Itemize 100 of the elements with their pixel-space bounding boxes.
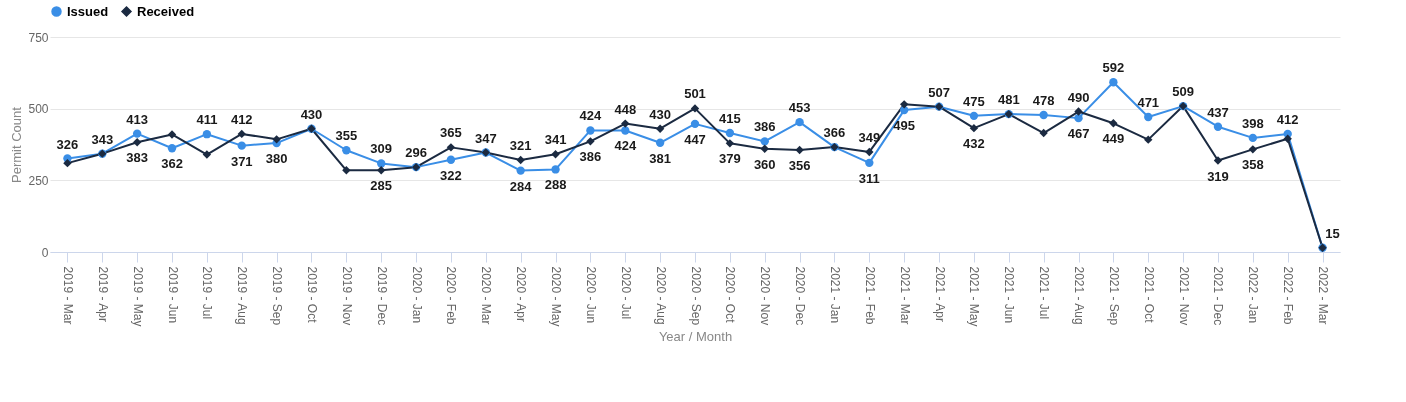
x-tick-label: 2019 - Aug (235, 266, 250, 325)
data-label: 362 (161, 156, 183, 172)
data-label: 411 (196, 112, 218, 128)
x-axis-title: Year / Month (658, 328, 733, 344)
data-label: 432 (963, 136, 985, 152)
data-label: 495 (893, 118, 916, 134)
data-label: 360 (753, 156, 776, 172)
x-tick-label: 2020 - Dec (793, 266, 808, 326)
x-tick-label: 2021 - Jul (1037, 266, 1052, 320)
x-tick-label: 2019 - Jun (165, 266, 180, 324)
x-tick-label: 2019 - Dec (374, 266, 389, 326)
data-label: 326 (56, 136, 79, 152)
data-label: 475 (963, 93, 985, 109)
y-tick-label: 0 (41, 245, 49, 260)
data-label: 355 (335, 128, 358, 144)
x-tick-label: 2020 - Jul (618, 266, 633, 320)
data-label: 296 (405, 145, 427, 161)
x-tick-label: 2020 - Oct (723, 266, 738, 324)
data-label: 381 (649, 150, 671, 166)
data-label: 481 (997, 92, 1020, 108)
x-tick-label: 2021 - Oct (1141, 266, 1156, 324)
x-tick-label: 2021 - Feb (862, 266, 877, 325)
x-tick-label: 2022 - Feb (1281, 266, 1296, 325)
x-tick-label: 2021 - Apr (932, 266, 947, 322)
x-tick-label: 2020 - Jun (583, 266, 598, 324)
data-label: 447 (684, 131, 706, 147)
data-label: 386 (579, 149, 602, 165)
x-tick-label: 2021 - Aug (1072, 266, 1087, 325)
data-label: 386 (753, 119, 776, 135)
data-label: 349 (858, 129, 881, 145)
data-label: 448 (614, 101, 637, 117)
x-tick-label: 2021 - Nov (1176, 266, 1191, 326)
data-label: 322 (440, 167, 462, 183)
data-label: 437 (1207, 104, 1229, 120)
data-label: 311 (858, 170, 880, 186)
x-tick-label: 2020 - May (549, 266, 564, 327)
data-label: 467 (1067, 126, 1090, 142)
x-tick-label: 2019 - May (130, 266, 145, 327)
data-label: 449 (1102, 131, 1125, 147)
data-label: 341 (544, 132, 567, 148)
legend-label: Received (137, 3, 195, 19)
data-label: 430 (649, 106, 671, 122)
x-tick-label: 2021 - Sep (1106, 266, 1121, 326)
data-label: 509 (1172, 84, 1194, 100)
x-tick-label: 2021 - Jan (827, 266, 842, 324)
data-label: 430 (300, 106, 323, 122)
x-tick-label: 2020 - Mar (479, 266, 494, 325)
data-label: 15 (1325, 225, 1340, 241)
data-label: 347 (474, 130, 497, 146)
data-label: 319 (1207, 168, 1229, 184)
x-tick-label: 2021 - Dec (1211, 266, 1226, 326)
data-label: 321 (509, 137, 532, 153)
data-label: 490 (1067, 89, 1090, 105)
data-label: 379 (719, 151, 741, 167)
y-tick-label: 250 (28, 173, 49, 188)
x-tick-label: 2019 - Jul (200, 266, 215, 320)
x-tick-label: 2019 - Nov (339, 266, 354, 326)
legend-label: Issued (67, 3, 109, 19)
y-axis-title: Permit Count (9, 106, 25, 183)
data-label: 288 (544, 177, 567, 193)
data-label: 365 (440, 125, 462, 141)
data-label: 592 (1102, 60, 1125, 76)
data-label: 412 (230, 111, 253, 127)
x-tick-label: 2020 - Aug (653, 266, 668, 325)
data-label: 415 (719, 111, 741, 127)
x-tick-label: 2022 - Mar (1316, 266, 1331, 325)
data-label: 383 (126, 150, 149, 166)
x-tick-label: 2020 - Apr (514, 266, 529, 322)
data-label: 478 (1032, 92, 1055, 108)
data-label: 284 (509, 178, 533, 194)
data-label: 380 (265, 151, 288, 167)
data-label: 507 (928, 84, 950, 100)
data-label: 366 (823, 125, 846, 141)
data-label: 398 (1241, 115, 1264, 131)
x-tick-label: 2021 - May (967, 266, 982, 327)
data-label: 424 (579, 108, 603, 124)
data-label: 343 (91, 131, 114, 147)
x-tick-label: 2020 - Sep (688, 266, 703, 326)
x-tick-label: 2021 - Jun (1002, 266, 1017, 324)
x-tick-label: 2020 - Jan (409, 266, 424, 324)
data-label: 285 (370, 178, 393, 194)
y-tick-label: 750 (28, 30, 49, 45)
data-label: 356 (788, 157, 811, 173)
x-tick-label: 2019 - Mar (60, 266, 75, 325)
data-label: 309 (370, 141, 393, 157)
x-tick-label: 2019 - Sep (270, 266, 285, 326)
x-tick-label: 2020 - Feb (444, 266, 459, 325)
x-tick-label: 2019 - Apr (95, 266, 110, 322)
data-label: 371 (230, 153, 253, 169)
x-tick-label: 2021 - Mar (897, 266, 912, 325)
data-label: 501 (684, 86, 706, 102)
data-label: 453 (788, 100, 811, 116)
data-label: 413 (126, 111, 149, 127)
data-label: 358 (1241, 157, 1264, 173)
x-tick-label: 2020 - Nov (758, 266, 773, 326)
data-label: 424 (614, 138, 637, 154)
x-tick-label: 2019 - Oct (304, 266, 319, 324)
x-tick-label: 2022 - Jan (1246, 266, 1261, 324)
data-label: 412 (1276, 111, 1299, 127)
data-label: 471 (1137, 94, 1160, 110)
